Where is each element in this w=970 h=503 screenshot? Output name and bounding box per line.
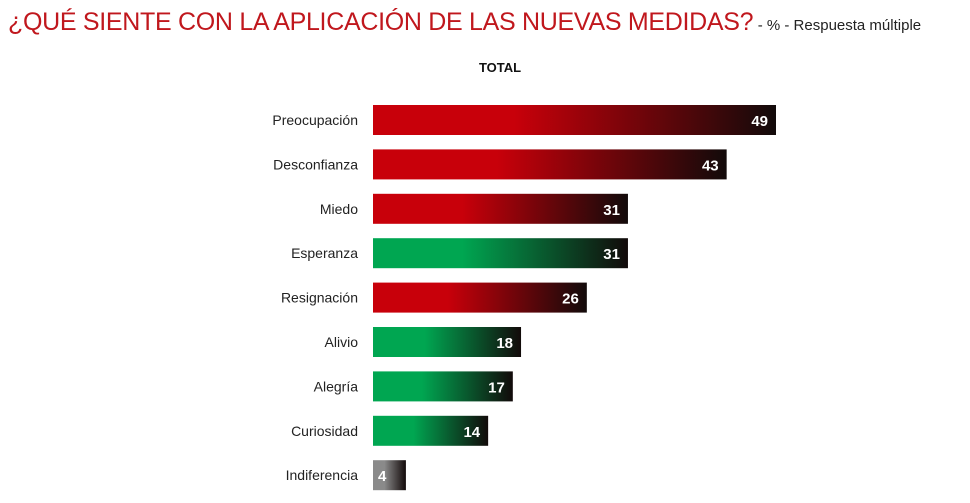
category-label: Resignación: [281, 290, 358, 306]
data-label: 43: [702, 157, 719, 174]
category-label: Desconfianza: [273, 156, 358, 172]
category-label: Miedo: [320, 201, 358, 217]
bar-miedo: [373, 193, 628, 224]
data-label: 4: [378, 468, 387, 485]
data-label: 17: [488, 379, 505, 396]
data-label: 14: [463, 424, 480, 441]
bar-alegría: [373, 371, 513, 402]
chart-title: ¿QUÉ SIENTE CON LA APLICACIÓN DE LAS NUE…: [8, 8, 921, 37]
chart-subtitle: TOTAL: [478, 60, 522, 75]
data-label: 49: [751, 113, 768, 130]
bar-curiosidad: [373, 415, 489, 446]
bar-alivio: [373, 327, 522, 357]
title-suffix: - % - Respuesta múltiple: [757, 17, 922, 34]
data-label: 31: [603, 246, 620, 263]
data-label: 31: [603, 202, 620, 219]
category-label: Esperanza: [291, 245, 358, 261]
category-label: Indiferencia: [286, 467, 359, 483]
data-label: 26: [562, 291, 579, 308]
bar-indiferencia: [373, 460, 406, 491]
category-label: Alivio: [325, 334, 359, 350]
bar-desconfianza: [373, 149, 727, 180]
category-label: Preocupación: [272, 112, 358, 128]
category-label: Curiosidad: [291, 423, 358, 439]
data-label: 18: [496, 335, 513, 352]
bar-preocupación: [373, 105, 776, 135]
title-main: ¿QUÉ SIENTE CON LA APLICACIÓN DE LAS NUE…: [8, 8, 754, 36]
category-label: Alegría: [314, 378, 359, 394]
bar-resignación: [373, 282, 587, 313]
bar-esperanza: [373, 238, 628, 269]
